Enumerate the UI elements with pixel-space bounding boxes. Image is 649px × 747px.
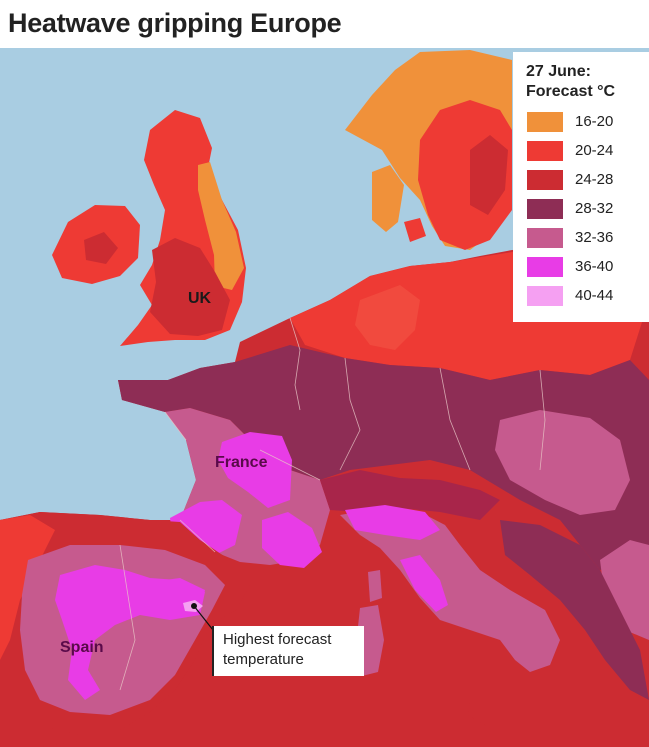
region-italy-magenta-south — [400, 555, 448, 612]
legend-swatch — [527, 228, 563, 248]
legend-swatch — [527, 199, 563, 219]
label-spain: Spain — [60, 639, 104, 656]
legend-item: 24-28 — [527, 170, 647, 190]
legend-label: 36-40 — [575, 258, 614, 275]
region-italy-magenta — [345, 505, 440, 540]
legend-label: 16-20 — [575, 113, 614, 130]
annotation-line1: Highest forecast — [223, 631, 332, 648]
annotation-leader-line — [193, 605, 214, 631]
legend-swatch — [527, 141, 563, 161]
region-gb-orange — [198, 162, 244, 290]
legend-item: 40-44 — [527, 286, 647, 306]
region-corsica — [368, 570, 382, 602]
legend: 27 June: Forecast °C 16-20 20-24 24-28 2… — [513, 52, 649, 322]
region-france-magenta — [218, 432, 292, 508]
country-borders — [119, 317, 546, 691]
region-italy — [340, 508, 560, 672]
legend-item: 16-20 — [527, 112, 647, 132]
region-ireland-darkred — [84, 232, 118, 264]
region-sicily — [468, 695, 530, 728]
legend-item: 28-32 — [527, 199, 647, 219]
region-north-africa — [40, 730, 330, 747]
region-scandinavia-darkred — [470, 135, 508, 215]
legend-label: 24-28 — [575, 171, 614, 188]
label-uk: UK — [188, 290, 212, 307]
legend-label: 20-24 — [575, 142, 614, 159]
legend-label: 28-32 — [575, 200, 614, 217]
legend-item: 36-40 — [527, 257, 647, 277]
legend-item: 32-36 — [527, 228, 647, 248]
label-france: France — [215, 454, 268, 471]
region-france-magenta-east — [262, 512, 322, 568]
legend-label: 32-36 — [575, 229, 614, 246]
region-denmark — [372, 165, 404, 232]
region-denmark-islands — [404, 218, 426, 242]
region-iberia-red-west — [0, 515, 55, 660]
map-title: Heatwave gripping Europe — [8, 8, 342, 38]
legend-title-unit: Forecast °C — [526, 83, 616, 100]
region-central-purple — [118, 345, 649, 570]
legend-swatch — [527, 112, 563, 132]
legend-item: 20-24 — [527, 141, 647, 161]
legend-label: 40-44 — [575, 287, 614, 304]
region-centraleurope-pink — [495, 410, 630, 515]
legend-title-date: 27 June: — [526, 63, 591, 80]
region-central-red-spot — [355, 285, 420, 350]
annotation-line2: temperature — [223, 651, 304, 668]
annotation-highest-forecast: Highest forecast temperature — [212, 626, 364, 676]
legend-swatch — [527, 170, 563, 190]
region-gb-darkred — [150, 238, 230, 336]
legend-swatch — [527, 286, 563, 306]
legend-swatch — [527, 257, 563, 277]
legend-title: 27 June: Forecast °C — [526, 62, 646, 102]
region-balkans-coast — [500, 520, 649, 700]
region-balkans-pink — [600, 540, 649, 640]
